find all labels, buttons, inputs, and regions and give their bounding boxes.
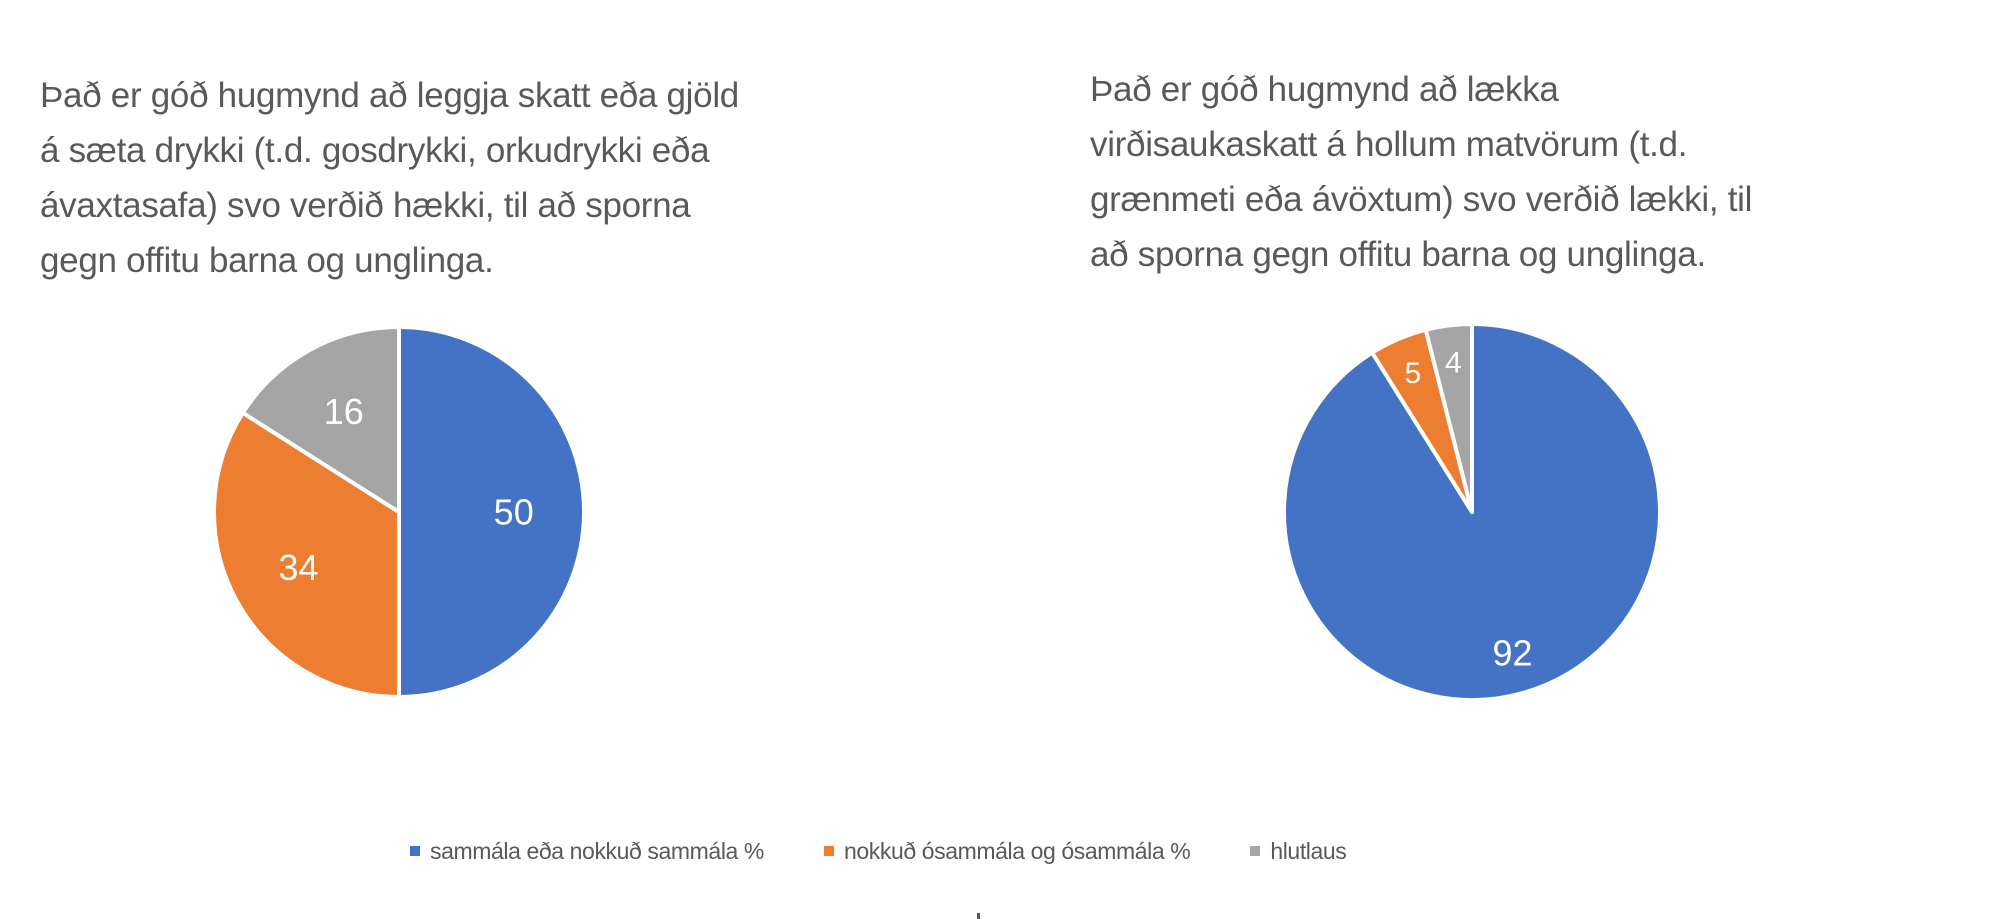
legend-swatch-blue bbox=[410, 846, 420, 856]
title-line: virðisaukaskatt á hollum matvörum (t.d. bbox=[1090, 125, 1688, 164]
legend-item-neutral: hlutlaus bbox=[1250, 837, 1347, 865]
data-label: 5 bbox=[1404, 357, 1421, 390]
title-line: Það er góð hugmynd að leggja skatt eða g… bbox=[40, 76, 739, 115]
chart-title-right: Það er góð hugmynd að lækka virðisaukask… bbox=[1090, 62, 1970, 282]
data-label: 34 bbox=[278, 547, 318, 588]
legend-swatch-gray bbox=[1250, 846, 1261, 856]
pie-slice bbox=[397, 325, 586, 699]
legend-item-disagree: nokkuð ósammála og ósammála % bbox=[823, 837, 1191, 865]
chart-legend: sammála eða nokkuð sammála % nokkuð ósam… bbox=[410, 836, 1406, 866]
legend-label: sammála eða nokkuð sammála % bbox=[430, 837, 764, 864]
title-line: gegn offitu barna og unglinga. bbox=[40, 241, 494, 280]
data-label: 92 bbox=[1492, 632, 1532, 673]
data-label: 16 bbox=[324, 391, 364, 432]
tick-mark bbox=[977, 913, 980, 919]
pie-slice bbox=[1423, 322, 1474, 514]
legend-label: hlutlaus bbox=[1270, 837, 1347, 864]
legend-item-agree: sammála eða nokkuð sammála % bbox=[410, 838, 764, 865]
title-line: grænmeti eða ávöxtum) svo verðið lækki, … bbox=[1090, 180, 1753, 219]
pie-slice bbox=[240, 325, 401, 514]
legend-label: nokkuð ósammála og ósammála % bbox=[843, 837, 1191, 864]
title-line: að sporna gegn offitu barna og unglinga. bbox=[1090, 235, 1706, 274]
data-label: 50 bbox=[494, 492, 534, 533]
title-line: á sæta drykki (t.d. gosdrykki, orkudrykk… bbox=[40, 131, 710, 170]
title-line: ávaxtasafa) svo verðið hækki, til að spo… bbox=[40, 186, 691, 225]
legend-swatch-orange bbox=[823, 846, 834, 856]
data-label: 4 bbox=[1445, 346, 1462, 379]
chart-title-left: Það er góð hugmynd að leggja skatt eða g… bbox=[40, 68, 900, 288]
title-line: Það er góð hugmynd að lækka bbox=[1090, 70, 1559, 109]
